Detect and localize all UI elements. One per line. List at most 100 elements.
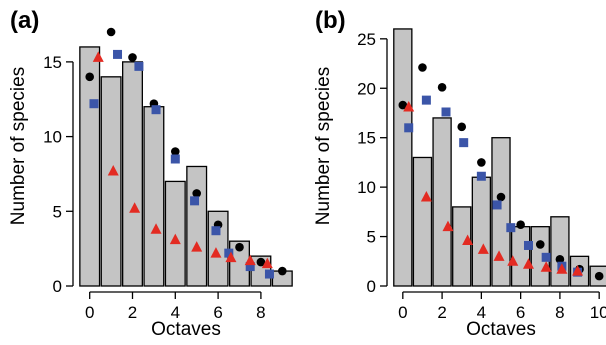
panel-b-circle-point <box>496 192 506 202</box>
panel-a-circle-point <box>192 189 201 198</box>
panel-a-bar-0 <box>79 46 101 287</box>
panel-a-circle-point <box>278 266 287 276</box>
panel-b-bar-3 <box>452 206 472 287</box>
panel-a-bar-1 <box>100 76 122 287</box>
panel-b-square-point <box>506 223 516 233</box>
panel-a-square-point <box>245 262 255 272</box>
panel-a-y-tick-label: 10 <box>43 128 62 147</box>
panel-b-y-tick-label: 15 <box>357 129 376 148</box>
panel-b-circle-point <box>477 158 486 167</box>
panel-a-circle-point <box>128 53 137 62</box>
panel-b: (b) Number of species Octaves 0510152025… <box>313 7 606 340</box>
panel-a-triangle-point <box>210 247 222 258</box>
panel-b-bar-4 <box>471 176 492 287</box>
panel-a-x-tick-label: 4 <box>171 303 180 322</box>
panel-b-circle-point <box>457 122 467 132</box>
panel-b-circle-point <box>437 82 447 92</box>
panel-a-bar-5 <box>186 165 208 287</box>
panel-a-square-point <box>224 248 234 258</box>
panel-b-y-tick-label: 0 <box>367 277 376 296</box>
panel-a-triangle-point <box>129 202 141 213</box>
panel-a-triangle-point <box>191 241 203 252</box>
panel-a: (a) Number of species Octaves 0 5 10 15 0 2 4 6… <box>8 7 293 340</box>
panel-b-triangle-point <box>556 263 568 274</box>
panel-a-triangle-point <box>150 223 162 234</box>
panel-a-circle-point <box>85 72 94 82</box>
panel-a-square-point <box>113 49 123 59</box>
panel-b-y-axis-title: Number of species <box>313 67 334 225</box>
panel-b-square-point <box>404 123 414 133</box>
panel-b-x-tick-label: 8 <box>555 303 564 322</box>
panel-a-triangle-point <box>261 257 273 269</box>
panel-a-y-tick-label: 5 <box>53 202 62 221</box>
panel-b-circle-point <box>398 100 408 110</box>
panel-b-y-tick-label: 10 <box>357 178 376 197</box>
panel-a-x-axis-title: Octaves <box>151 319 221 340</box>
panel-a-x-tick-label: 0 <box>85 303 94 322</box>
panel-b-label: (b) <box>315 7 346 34</box>
panel-a-x-tick-label: 6 <box>213 303 222 322</box>
panel-b-square-point <box>523 240 533 250</box>
panel-b-square-point <box>459 138 469 148</box>
panel-b-square-point <box>421 95 431 105</box>
panel-a-square-point <box>170 154 180 164</box>
panel-a-triangle-point <box>169 233 181 245</box>
panel-a-triangle-point <box>225 251 237 263</box>
panel-b-triangle-point <box>462 234 474 246</box>
panel-a-y-tick-label: 15 <box>43 53 62 72</box>
panel-b-circle-point <box>555 255 565 264</box>
panel-a-x-tick-label: 8 <box>256 303 265 322</box>
panel-b-x-tick-label: 2 <box>437 303 446 322</box>
panel-b-triangle-point <box>420 191 432 202</box>
panel-a-circle-point <box>256 257 266 267</box>
panel-b-x-tick-label: 6 <box>516 303 525 322</box>
panel-a-y-tick-label: 0 <box>53 277 62 296</box>
panel-a-bar-3 <box>143 106 165 287</box>
panel-b-bar-5 <box>491 137 511 287</box>
panel-b-y-tick-label: 20 <box>357 79 376 98</box>
panel-b-triangle-point <box>493 250 505 261</box>
panel-b-bar-0 <box>393 28 413 287</box>
panel-a-square-point <box>89 99 99 109</box>
panel-a-circle-point <box>235 242 244 252</box>
panel-a-bar-2 <box>122 61 143 287</box>
panel-a-circle-point <box>106 27 116 37</box>
panel-a-square-point <box>211 226 221 236</box>
panel-b-triangle-point <box>572 265 584 276</box>
panel-b-x-tick-label: 10 <box>590 303 606 322</box>
panel-b-triangle-point <box>522 258 534 269</box>
panel-a-x-tick-label: 2 <box>128 303 137 322</box>
panel-b-triangle-point <box>540 261 552 272</box>
panel-a-triangle-point <box>92 51 104 62</box>
panel-b-bar-1 <box>412 156 433 287</box>
panel-a-y-axis-title: Number of species <box>8 67 29 225</box>
panel-a-triangle-point <box>244 254 256 266</box>
panel-b-square-point <box>476 171 486 181</box>
panel-b-triangle-point <box>403 101 415 112</box>
panel-a-square-point <box>134 61 144 71</box>
panel-b-circle-point <box>418 63 427 72</box>
panel-b-bar-8 <box>550 216 570 287</box>
panel-a-square-point <box>190 196 200 206</box>
panel-b-square-point <box>541 252 551 262</box>
panel-b-x-axis-title: Octaves <box>466 319 536 340</box>
panel-a-plot-area: 0 5 10 15 0 2 4 6 8 <box>43 27 293 322</box>
panel-b-square-point <box>492 200 502 210</box>
panel-b-square-point <box>441 107 451 117</box>
panel-b-x-tick-label: 0 <box>398 303 407 322</box>
panel-b-bar-2 <box>432 117 452 287</box>
panel-b-plot-area: 0 5 10 15 20 25 0 2 4 6 8 10 <box>357 28 606 322</box>
panel-a-circle-point <box>171 147 180 156</box>
panel-b-bar-6 <box>510 226 531 287</box>
panel-b-y-tick-label: 25 <box>357 30 376 49</box>
panel-b-circle-point <box>594 271 604 281</box>
panel-b-triangle-point <box>477 243 489 254</box>
panel-a-triangle-point <box>107 164 119 176</box>
panel-b-x-tick-label: 4 <box>477 303 486 322</box>
panel-b-circle-point <box>535 240 545 249</box>
panel-b-circle-point <box>516 220 525 230</box>
panel-a-square-point <box>264 269 274 279</box>
panel-b-triangle-point <box>507 255 519 266</box>
panel-b-y-tick-label: 5 <box>367 228 376 247</box>
